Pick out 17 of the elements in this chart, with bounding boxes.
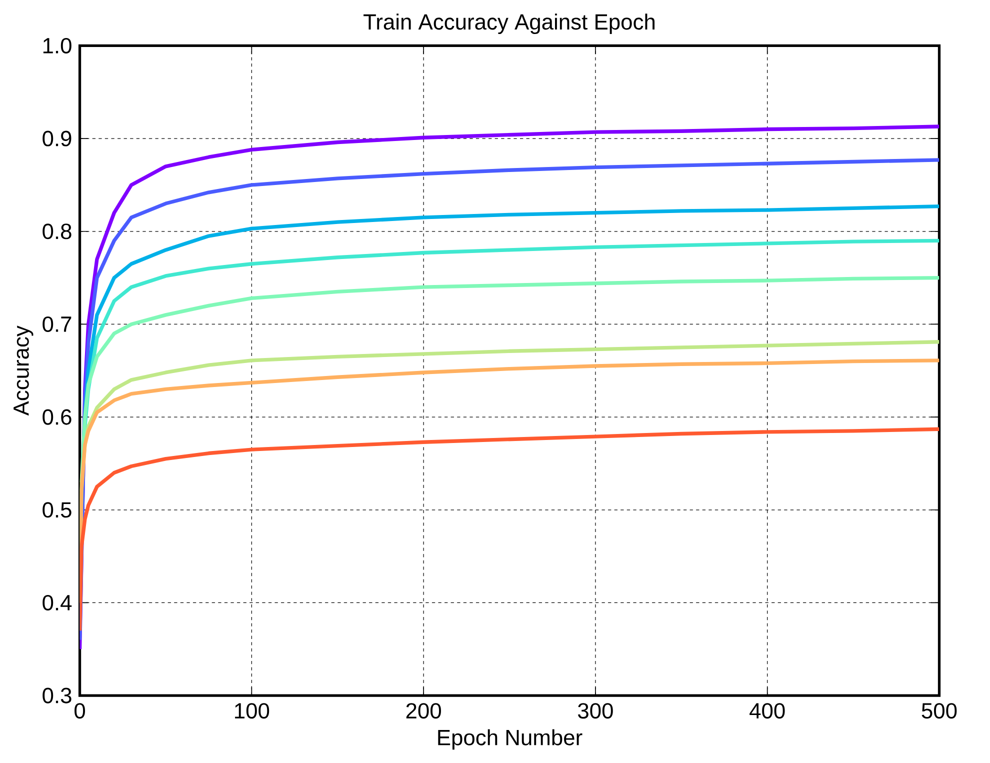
x-tick-label: 400 (750, 702, 785, 718)
x-tick-label: 500 (922, 702, 957, 718)
y-tick-label: 0.9 (42, 130, 72, 146)
x-tick-label: 100 (235, 702, 270, 718)
y-tick-label: 0.7 (42, 316, 72, 332)
x-tick-label: 0 (74, 702, 86, 718)
y-tick-label: 0.4 (42, 594, 72, 610)
y-tick-label: 0.5 (42, 502, 72, 518)
chart-title: Train Accuracy Against Epoch (364, 13, 655, 34)
y-tick-label: 0.6 (42, 409, 72, 425)
x-tick-label: 300 (578, 702, 613, 718)
x-axis-title: Epoch Number (438, 729, 582, 750)
x-tick-label: 200 (406, 702, 441, 718)
y-tick-label: 0.3 (42, 688, 72, 704)
y-tick-label: 1.0 (43, 38, 72, 54)
y-axis-title: Accuracy (14, 325, 34, 416)
y-tick-label: 0.8 (42, 223, 72, 240)
